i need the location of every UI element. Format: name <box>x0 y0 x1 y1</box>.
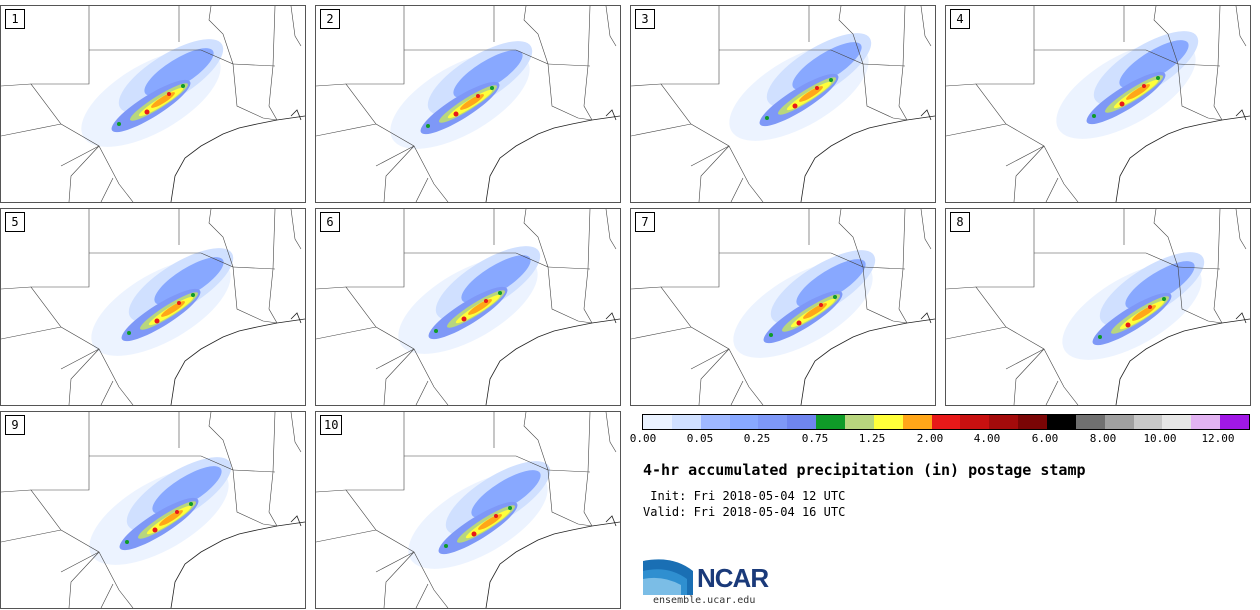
colorbar-segment <box>1047 415 1076 429</box>
colorbar-segment <box>672 415 701 429</box>
colorbar-segment <box>1191 415 1220 429</box>
member-number-label: 7 <box>635 212 655 232</box>
ncar-logo-text: NCAR <box>697 563 768 594</box>
colorbar-tick-label: 6.00 <box>1032 432 1059 445</box>
colorbar-segment <box>874 415 903 429</box>
ensemble-member-panel: 7 <box>630 208 936 406</box>
member-number-label: 5 <box>5 212 25 232</box>
colorbar-tick-label: 0.00 <box>630 432 657 445</box>
precip-map <box>631 6 935 202</box>
colorbar-tick-labels: 0.00 0.05 0.25 0.75 1.25 2.00 4.00 6.00 8.00 10.0… <box>630 432 1260 448</box>
member-number-label: 8 <box>950 212 970 232</box>
colorbar-segment <box>903 415 932 429</box>
precip-map <box>631 209 935 405</box>
colorbar-tick-label: 2.00 <box>917 432 944 445</box>
colorbar-tick-label: 0.05 <box>687 432 714 445</box>
colorbar-tick-label: 0.25 <box>744 432 771 445</box>
colorbar-segment <box>730 415 759 429</box>
precip-map <box>316 209 620 405</box>
ensemble-member-panel: 9 <box>0 411 306 609</box>
colorbar-tick-label: 4.00 <box>974 432 1001 445</box>
member-number-label: 1 <box>5 9 25 29</box>
colorbar-tick-label: 10.00 <box>1143 432 1176 445</box>
colorbar-segment <box>1220 415 1249 429</box>
ensemble-member-panel: 6 <box>315 208 621 406</box>
ensemble-member-panel: 2 <box>315 5 621 203</box>
member-number-label: 9 <box>5 415 25 435</box>
colorbar-segment <box>1162 415 1191 429</box>
precip-map <box>1 6 305 202</box>
colorbar-segment <box>932 415 961 429</box>
colorbar-segment <box>845 415 874 429</box>
colorbar-tick-label: 1.25 <box>859 432 886 445</box>
valid-time: Valid: Fri 2018-05-04 16 UTC <box>643 505 845 519</box>
colorbar-segment <box>989 415 1018 429</box>
member-number-label: 4 <box>950 9 970 29</box>
member-number-label: 2 <box>320 9 340 29</box>
site-url: ensemble.ucar.edu <box>653 595 755 606</box>
init-time: Init: Fri 2018-05-04 12 UTC <box>643 489 845 503</box>
precip-map <box>946 6 1250 202</box>
colorbar-segment <box>1134 415 1163 429</box>
member-number-label: 6 <box>320 212 340 232</box>
precip-map <box>316 6 620 202</box>
colorbar-segment <box>758 415 787 429</box>
colorbar-tick-label: 8.00 <box>1090 432 1117 445</box>
precip-map <box>1 412 305 608</box>
colorbar-segment <box>701 415 730 429</box>
member-number-label: 10 <box>320 415 342 435</box>
colorbar-segment <box>1076 415 1105 429</box>
ensemble-member-panel: 5 <box>0 208 306 406</box>
colorbar-segment <box>787 415 816 429</box>
precip-colorbar <box>642 414 1250 430</box>
colorbar-segment <box>643 415 672 429</box>
precip-map <box>1 209 305 405</box>
figure-title: 4-hr accumulated precipitation (in) post… <box>643 461 1086 479</box>
colorbar-segment <box>1105 415 1134 429</box>
ensemble-member-panel: 4 <box>945 5 1251 203</box>
precip-map <box>946 209 1250 405</box>
ensemble-member-panel: 8 <box>945 208 1251 406</box>
member-number-label: 3 <box>635 9 655 29</box>
ensemble-member-panel: 1 <box>0 5 306 203</box>
ensemble-member-panel: 3 <box>630 5 936 203</box>
colorbar-segment <box>1018 415 1047 429</box>
ensemble-member-panel: 10 <box>315 411 621 609</box>
colorbar-segment <box>816 415 845 429</box>
precip-map <box>316 412 620 608</box>
colorbar-tick-label: 0.75 <box>802 432 829 445</box>
colorbar-segment <box>960 415 989 429</box>
colorbar-tick-label: 12.00 <box>1201 432 1234 445</box>
